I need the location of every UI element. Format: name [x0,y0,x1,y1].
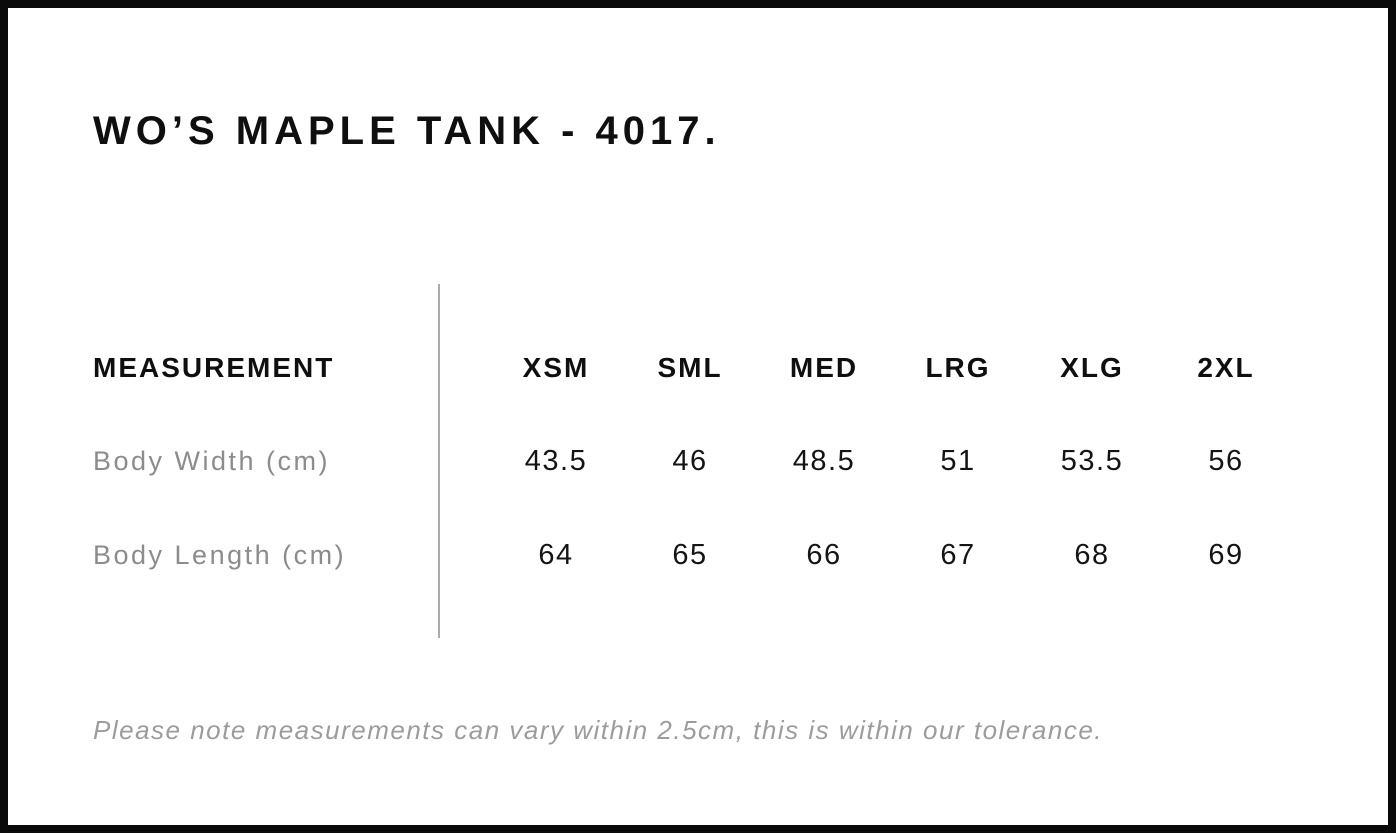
size-header-lrg: LRG [925,352,991,383]
body-length-xsm: 64 [538,538,574,571]
size-headers: XSM SML MED LRG XLG 2XL [438,352,1293,384]
row-label-body-length: Body Length (cm) [93,539,347,570]
page-title: WO’S MAPLE TANK - 4017. [93,109,721,153]
table-row-body-width: Body Width (cm) 43.5 46 48.5 51 53.5 56 [93,441,1293,481]
body-width-xlg: 53.5 [1060,444,1124,477]
table-divider [438,284,440,638]
body-length-med: 66 [806,538,842,571]
measurement-column-header: MEASUREMENT [93,352,335,383]
row-label-body-width: Body Width (cm) [93,445,331,476]
body-length-lrg: 67 [940,538,976,571]
body-length-2xl: 69 [1208,538,1244,571]
table-header-row: MEASUREMENT XSM SML MED LRG XLG 2XL [93,348,1293,388]
size-header-xsm: XSM [522,352,590,383]
size-header-med: MED [789,352,859,383]
body-width-med: 48.5 [792,444,856,477]
tolerance-note: Please note measurements can vary within… [93,714,1104,745]
body-width-lrg: 51 [940,444,976,477]
body-width-sml: 46 [672,444,708,477]
body-length-sml: 65 [672,538,708,571]
body-length-values: 64 65 66 67 68 69 [438,539,1293,572]
body-width-2xl: 56 [1208,444,1244,477]
size-header-sml: SML [657,352,723,383]
body-width-xsm: 43.5 [524,444,588,477]
size-header-2xl: 2XL [1197,352,1255,383]
body-length-xlg: 68 [1074,538,1110,571]
size-header-xlg: XLG [1060,352,1124,383]
table-row-body-length: Body Length (cm) 64 65 66 67 68 69 [93,535,1293,575]
body-width-values: 43.5 46 48.5 51 53.5 56 [438,445,1293,478]
